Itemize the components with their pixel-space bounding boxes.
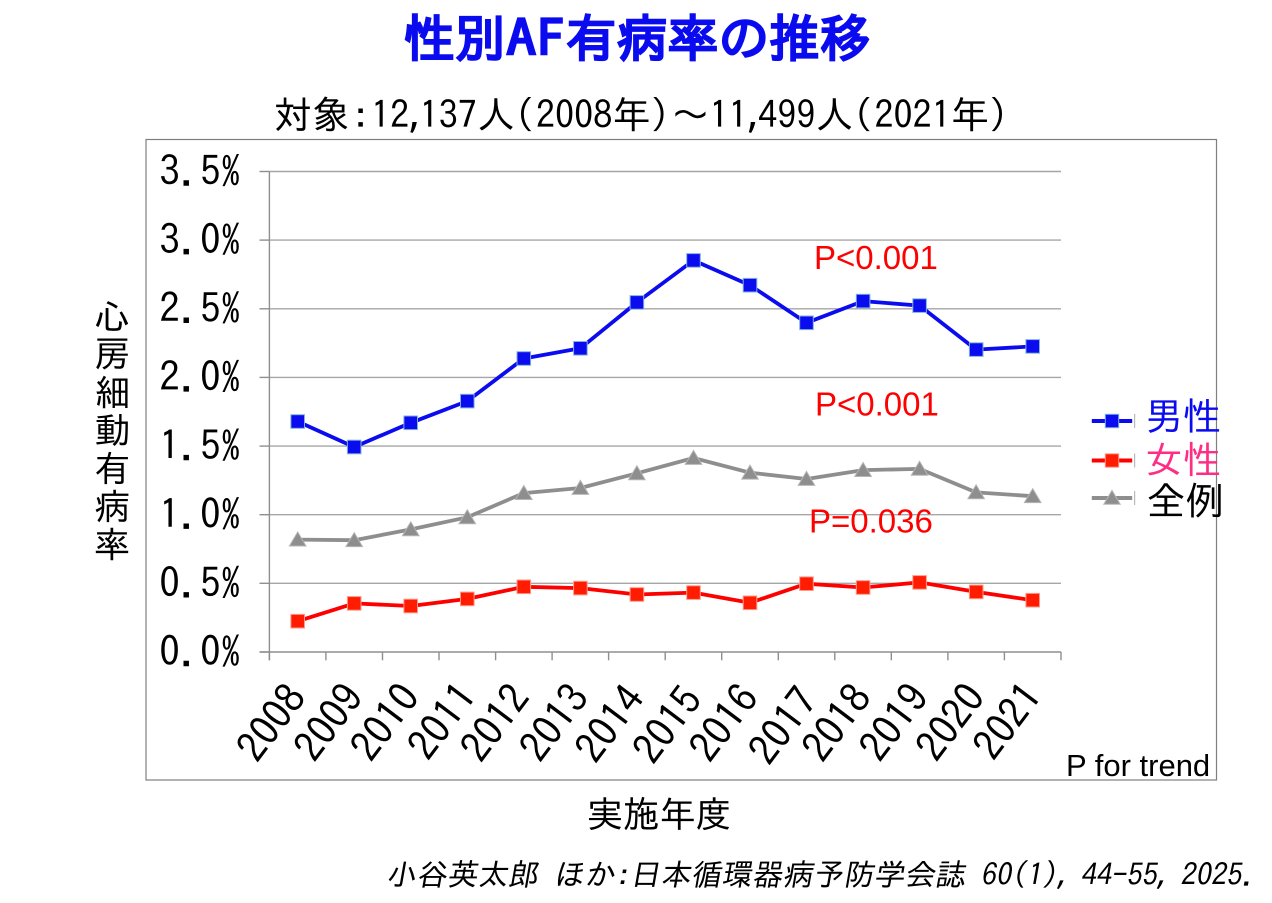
svg-text:P for trend: P for trend: [1066, 748, 1210, 783]
svg-text:P<0.001: P<0.001: [815, 386, 939, 423]
svg-text:P<0.001: P<0.001: [814, 239, 938, 276]
svg-text:P=0.036: P=0.036: [809, 503, 933, 540]
